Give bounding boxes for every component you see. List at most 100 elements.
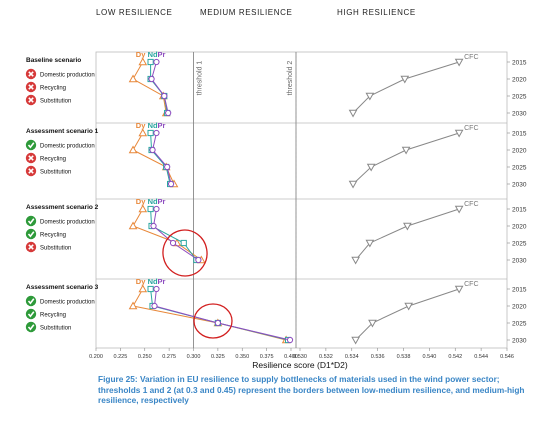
year-tick-label: 2015 bbox=[512, 206, 527, 213]
data-point-cfc bbox=[351, 336, 360, 345]
year-tick-label: 2025 bbox=[512, 93, 527, 100]
series-label-nd: Nd bbox=[148, 197, 158, 206]
factor-label: Domestic production bbox=[40, 219, 95, 225]
year-tick-label: 2020 bbox=[512, 147, 527, 154]
series-label-dy: Dy bbox=[136, 277, 146, 286]
data-point-dy bbox=[128, 74, 138, 83]
factor-label: Domestic production bbox=[40, 299, 95, 305]
year-tick-label: 2015 bbox=[512, 59, 527, 66]
factor-status-icon bbox=[25, 215, 37, 227]
series-line-nd bbox=[150, 132, 171, 185]
x-tick-label: 0.375 bbox=[260, 354, 274, 360]
series-label-pr: Pr bbox=[157, 277, 165, 286]
resilience-chart: threshold 1 threshold 2 Baseline scenario D… bbox=[25, 50, 527, 370]
series-label-dy: Dy bbox=[136, 121, 146, 130]
data-point-cfc bbox=[366, 163, 376, 172]
data-point-pr bbox=[169, 239, 177, 247]
figure-caption: Figure 25: Variation in EU resilience to… bbox=[98, 374, 525, 405]
factor-label: Domestic production bbox=[40, 143, 95, 149]
x-tick-label: 0.540 bbox=[422, 354, 436, 360]
data-point-cfc bbox=[454, 205, 464, 214]
series-label-cfc: CFC bbox=[464, 281, 478, 288]
year-tick-label: 2025 bbox=[512, 320, 527, 327]
factor-label: Recycling bbox=[40, 156, 66, 162]
factor-label: Recycling bbox=[40, 232, 66, 238]
data-point-nd bbox=[147, 129, 154, 137]
data-point-dy bbox=[138, 204, 148, 213]
panel-title: Assessment scenario 1 bbox=[26, 128, 99, 135]
year-tick-label: 2020 bbox=[512, 76, 527, 83]
year-tick-label: 2030 bbox=[512, 257, 527, 264]
data-point-cfc bbox=[401, 146, 411, 155]
series-line-dy bbox=[132, 61, 167, 114]
x-tick-label: 0.225 bbox=[113, 354, 127, 360]
factor-label: Substitution bbox=[40, 169, 71, 175]
data-point-dy bbox=[128, 221, 138, 230]
panel-title: Baseline scenario bbox=[26, 57, 81, 64]
x-tick-label: 0.544 bbox=[474, 354, 488, 360]
data-point-dy bbox=[138, 57, 148, 66]
x-tick-label: 0.532 bbox=[319, 354, 333, 360]
factor-status-icon-mark bbox=[28, 168, 34, 174]
series-label-pr: Pr bbox=[157, 197, 165, 206]
series-line-cfc bbox=[355, 288, 460, 341]
x-tick-label: 0.325 bbox=[211, 354, 225, 360]
data-point-pr bbox=[165, 109, 172, 117]
data-point-nd bbox=[147, 205, 154, 213]
factor-status-icon-mark bbox=[27, 311, 35, 318]
year-tick-label: 2030 bbox=[512, 181, 527, 188]
panel-title: Assessment scenario 3 bbox=[26, 284, 99, 291]
year-tick-label: 2015 bbox=[512, 130, 527, 137]
label-medium-resilience: MEDIUM RESILIENCE bbox=[200, 8, 293, 17]
factor-status-icon-mark bbox=[27, 298, 35, 305]
factor-status-icon-mark bbox=[28, 155, 34, 161]
factor-label: Substitution bbox=[40, 325, 71, 331]
series-label-cfc: CFC bbox=[464, 125, 478, 132]
highlight-circle-scenario-3 bbox=[193, 303, 233, 339]
data-point-cfc bbox=[400, 75, 410, 84]
x-tick-label: 0.300 bbox=[187, 354, 201, 360]
factor-status-icon bbox=[25, 228, 37, 240]
panel-title: Assessment scenario 2 bbox=[26, 204, 99, 211]
factor-status-icon-mark bbox=[28, 71, 34, 77]
data-point-pr bbox=[149, 146, 156, 154]
data-point-pr bbox=[195, 256, 202, 264]
factor-status-icon-mark bbox=[27, 231, 35, 238]
factor-status-icon bbox=[25, 308, 37, 320]
series-line-cfc bbox=[355, 208, 460, 261]
series-line-pr bbox=[153, 288, 291, 341]
data-point-cfc bbox=[365, 92, 375, 101]
data-point-cfc bbox=[348, 180, 358, 189]
data-point-nd bbox=[147, 285, 154, 293]
year-tick-label: 2030 bbox=[512, 337, 527, 344]
data-point-pr bbox=[214, 319, 221, 327]
year-tick-label: 2020 bbox=[512, 303, 527, 310]
series-label-nd: Nd bbox=[148, 277, 158, 286]
factor-status-icon-mark bbox=[28, 97, 34, 103]
series-label-nd: Nd bbox=[148, 50, 158, 59]
data-point-cfc bbox=[348, 109, 358, 118]
series-line-nd bbox=[150, 288, 289, 341]
factor-status-icon bbox=[25, 295, 37, 307]
series-line-dy bbox=[132, 132, 175, 185]
data-point-cfc bbox=[454, 129, 464, 138]
x-axis-title: Resilience score (D1*D2) bbox=[252, 360, 348, 370]
label-low-resilience: LOW RESILIENCE bbox=[96, 8, 173, 17]
factor-label: Substitution bbox=[40, 245, 71, 251]
data-point-nd bbox=[180, 239, 187, 247]
factor-status-icon-mark bbox=[28, 244, 34, 250]
factor-status-icon-mark bbox=[27, 142, 35, 149]
series-label-cfc: CFC bbox=[464, 54, 478, 61]
series-line-cfc bbox=[352, 132, 460, 185]
series-line-dy bbox=[132, 208, 202, 261]
data-point-pr bbox=[164, 163, 171, 171]
data-point-pr bbox=[153, 205, 160, 213]
factor-label: Substitution bbox=[40, 98, 71, 104]
data-point-cfc bbox=[365, 239, 375, 248]
factor-label: Domestic production bbox=[40, 72, 95, 78]
factor-status-icon-mark bbox=[28, 84, 34, 90]
data-point-pr bbox=[153, 58, 160, 66]
data-point-cfc bbox=[404, 302, 414, 311]
series-label-dy: Dy bbox=[136, 50, 146, 59]
year-tick-label: 2025 bbox=[512, 240, 527, 247]
